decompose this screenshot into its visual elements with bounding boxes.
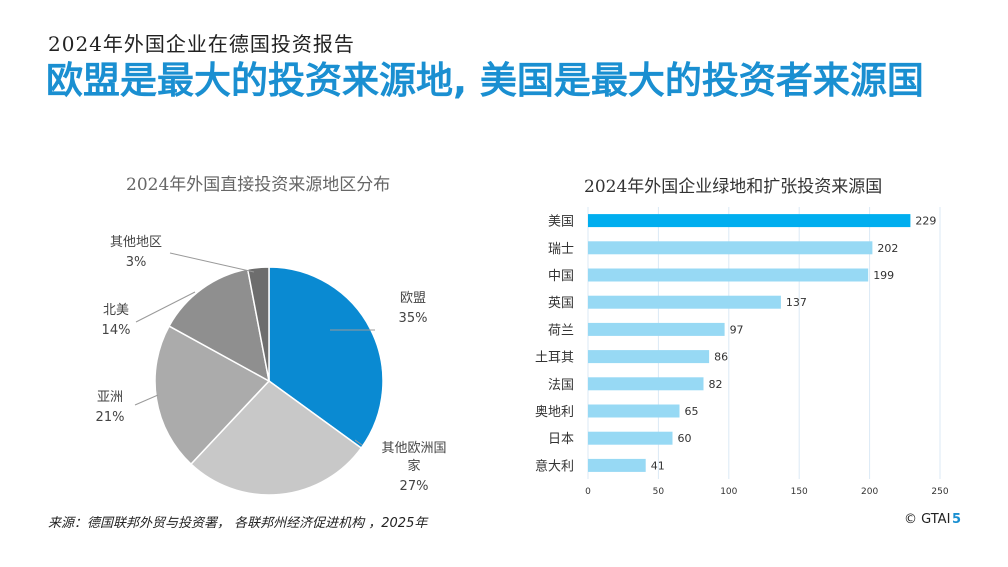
pie-label-other-europe: 家 [407,458,420,474]
pie-slice-eu [268,266,384,450]
pie-leader-other-regions [169,252,255,273]
bar-8 [588,431,673,445]
report-subtitle: 2024年外国企业在德国投资报告 [48,32,355,56]
bar-x-tick-label: 200 [861,487,878,497]
bar-category-label: 瑞士 [548,242,574,257]
bar-category-label: 英国 [548,296,574,311]
pie-label-other-regions: 其他地区 [110,235,162,250]
bar-value-label: 65 [685,405,699,418]
bar-3 [588,295,781,309]
bar-6 [588,377,704,391]
pie-label-asia: 亚洲 [97,390,123,405]
bar-category-label: 土耳其 [535,351,574,366]
pie-value-other-europe: 27% [400,479,429,494]
bar-x-tick-label: 0 [585,487,591,497]
bar-5 [588,350,710,364]
bar-4 [588,322,725,336]
pie-value-asia: 21% [96,410,125,425]
pie-label-other-europe: 其他欧洲国 [381,441,446,456]
page-headline: 欧盟是最大的投资来源地, 美国是最大的投资者来源国 [46,59,924,102]
bar-category-label: 法国 [548,378,574,393]
bar-x-tick-label: 100 [720,487,737,497]
pie-label-north-america: 北美 [103,303,129,318]
pie-slice-north-america [168,268,271,383]
pie-value-north-america: 14% [102,323,131,338]
bar-chart-title: 2024年外国企业绿地和扩张投资来源国 [584,177,883,197]
bar-category-label: 中国 [548,269,574,284]
pie-value-other-regions: 3% [126,255,147,270]
bar-value-label: 97 [730,323,744,336]
page-number: 5 [952,512,962,527]
pie-chart-title: 2024年外国直接投资来源地区分布 [126,175,391,195]
pie-value-eu: 35% [399,311,428,326]
bar-x-tick-label: 50 [653,487,665,497]
bar-value-label: 202 [877,242,898,255]
bar-value-label: 86 [714,351,728,364]
bar-value-label: 137 [786,296,807,309]
bar-2 [588,268,869,282]
bar-7 [588,404,680,418]
pie-slice-other-regions [246,266,270,382]
bar-category-label: 美国 [548,215,574,230]
bar-1 [588,241,873,255]
bar-9 [588,458,646,472]
bar-value-label: 60 [677,432,691,445]
pie-label-eu: 欧盟 [400,291,426,306]
bar-value-label: 82 [708,378,722,391]
copyright: © GTAI [904,512,951,527]
bar-x-tick-label: 250 [931,487,948,497]
bar-value-label: 229 [915,215,936,228]
pie-slice-other-europe [189,380,363,496]
pie-leader-asia [134,394,159,406]
pie-leader-other-europe [354,439,363,446]
pie-leader-north-america [135,291,196,323]
bar-category-label: 奥地利 [535,405,574,420]
bar-value-label: 41 [651,459,665,472]
bar-category-label: 日本 [548,432,574,447]
bar-0 [588,214,911,228]
bar-category-label: 荷兰 [548,323,574,338]
pie-slice-asia [154,325,271,466]
bar-category-label: 意大利 [535,458,574,474]
bar-value-label: 199 [873,269,894,282]
source-note: 来源：德国联邦外贸与投资署， 各联邦州经济促进机构 ，2025年 [48,516,428,531]
bar-x-tick-label: 150 [791,487,808,497]
